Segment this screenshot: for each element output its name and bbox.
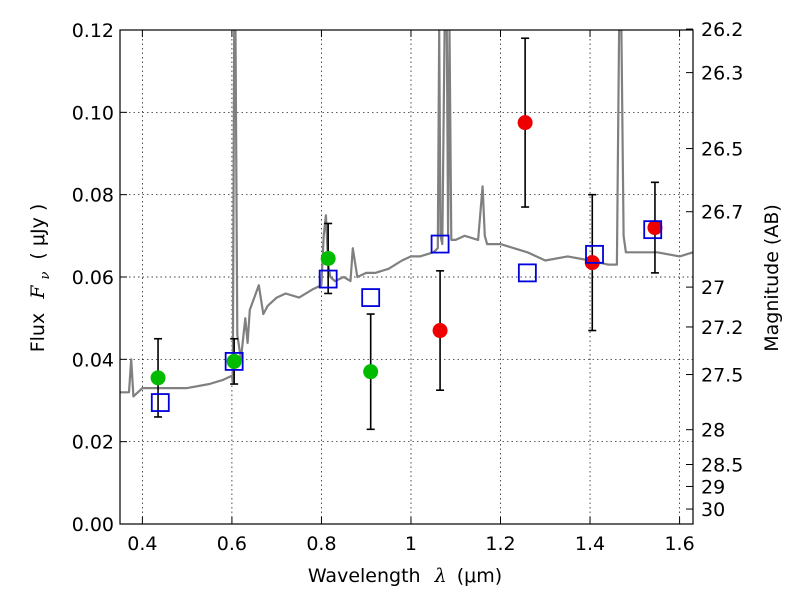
y-axis-label-symbol: F	[27, 285, 49, 300]
data-point	[226, 353, 242, 369]
y-tick-label: 0.02	[72, 432, 114, 454]
model-point	[585, 244, 604, 264]
mag-tick-label: 26.5	[701, 139, 743, 161]
x-tick-label: 0.8	[306, 533, 336, 555]
model-point	[643, 220, 663, 240]
y-axis-label: Flux F ν ( μJy )	[27, 204, 54, 353]
data-point	[517, 115, 533, 131]
y-tick-label: 0.08	[72, 185, 114, 207]
data-point	[320, 250, 336, 266]
x-tick-label: 1	[405, 533, 417, 555]
x-axis-label-unit: (μm)	[457, 565, 502, 587]
mag-tick-label: 28	[701, 420, 725, 442]
y-axis-label-unit: ( μJy )	[27, 204, 49, 260]
mag-tick-label: 28.5	[701, 454, 743, 476]
model-point	[150, 393, 170, 412]
y-tick-label: 0.06	[72, 267, 114, 289]
data-point	[432, 323, 448, 339]
mag-tick-label: 27.5	[701, 365, 743, 387]
y-tick-label: 0.04	[72, 349, 114, 371]
model-point	[361, 288, 381, 307]
data-point	[363, 364, 379, 380]
y-tick-label: 0.12	[72, 20, 114, 42]
ticks: 0.4 0.6 0.8 1 1.2 1.4 1.6 0.00 0.02 0.04 0.06 0.08 0…	[72, 19, 744, 555]
y-tick-label: 0.10	[72, 102, 114, 124]
mag-tick-label: 27.2	[701, 317, 743, 339]
spectrum-line	[120, 30, 693, 398]
mag-tick-label: 27	[701, 277, 725, 299]
y-axis-label-subscript: ν	[38, 272, 53, 280]
mag-tick-label: 26.2	[701, 19, 743, 41]
x-tick-label: 1.6	[664, 533, 694, 555]
y-axis-label-text: Flux	[27, 313, 49, 353]
x-axis-label-symbol: λ	[434, 565, 447, 587]
data-point	[647, 220, 663, 236]
x-tick-label: 0.6	[217, 533, 247, 555]
y-tick-label: 0.00	[72, 514, 114, 536]
x-tick-label: 1.4	[575, 533, 605, 555]
mag-tick-label: 30	[701, 499, 725, 521]
x-tick-label: 1.2	[485, 533, 515, 555]
mag-tick-label: 26.7	[701, 202, 743, 224]
x-axis-label: Wavelength λ (μm)	[308, 565, 502, 587]
right-axis-label: Magnitude (AB)	[761, 204, 783, 352]
model-point	[224, 351, 244, 371]
x-axis-label-text: Wavelength	[308, 565, 421, 587]
x-tick-label: 0.4	[127, 533, 157, 555]
model-point	[430, 234, 450, 254]
model-point	[517, 263, 537, 283]
data-point	[150, 370, 166, 386]
mag-tick-label: 26.3	[701, 63, 743, 85]
plot-area	[120, 30, 693, 431]
mag-tick-label: 29	[701, 476, 725, 498]
model-point	[318, 269, 338, 289]
